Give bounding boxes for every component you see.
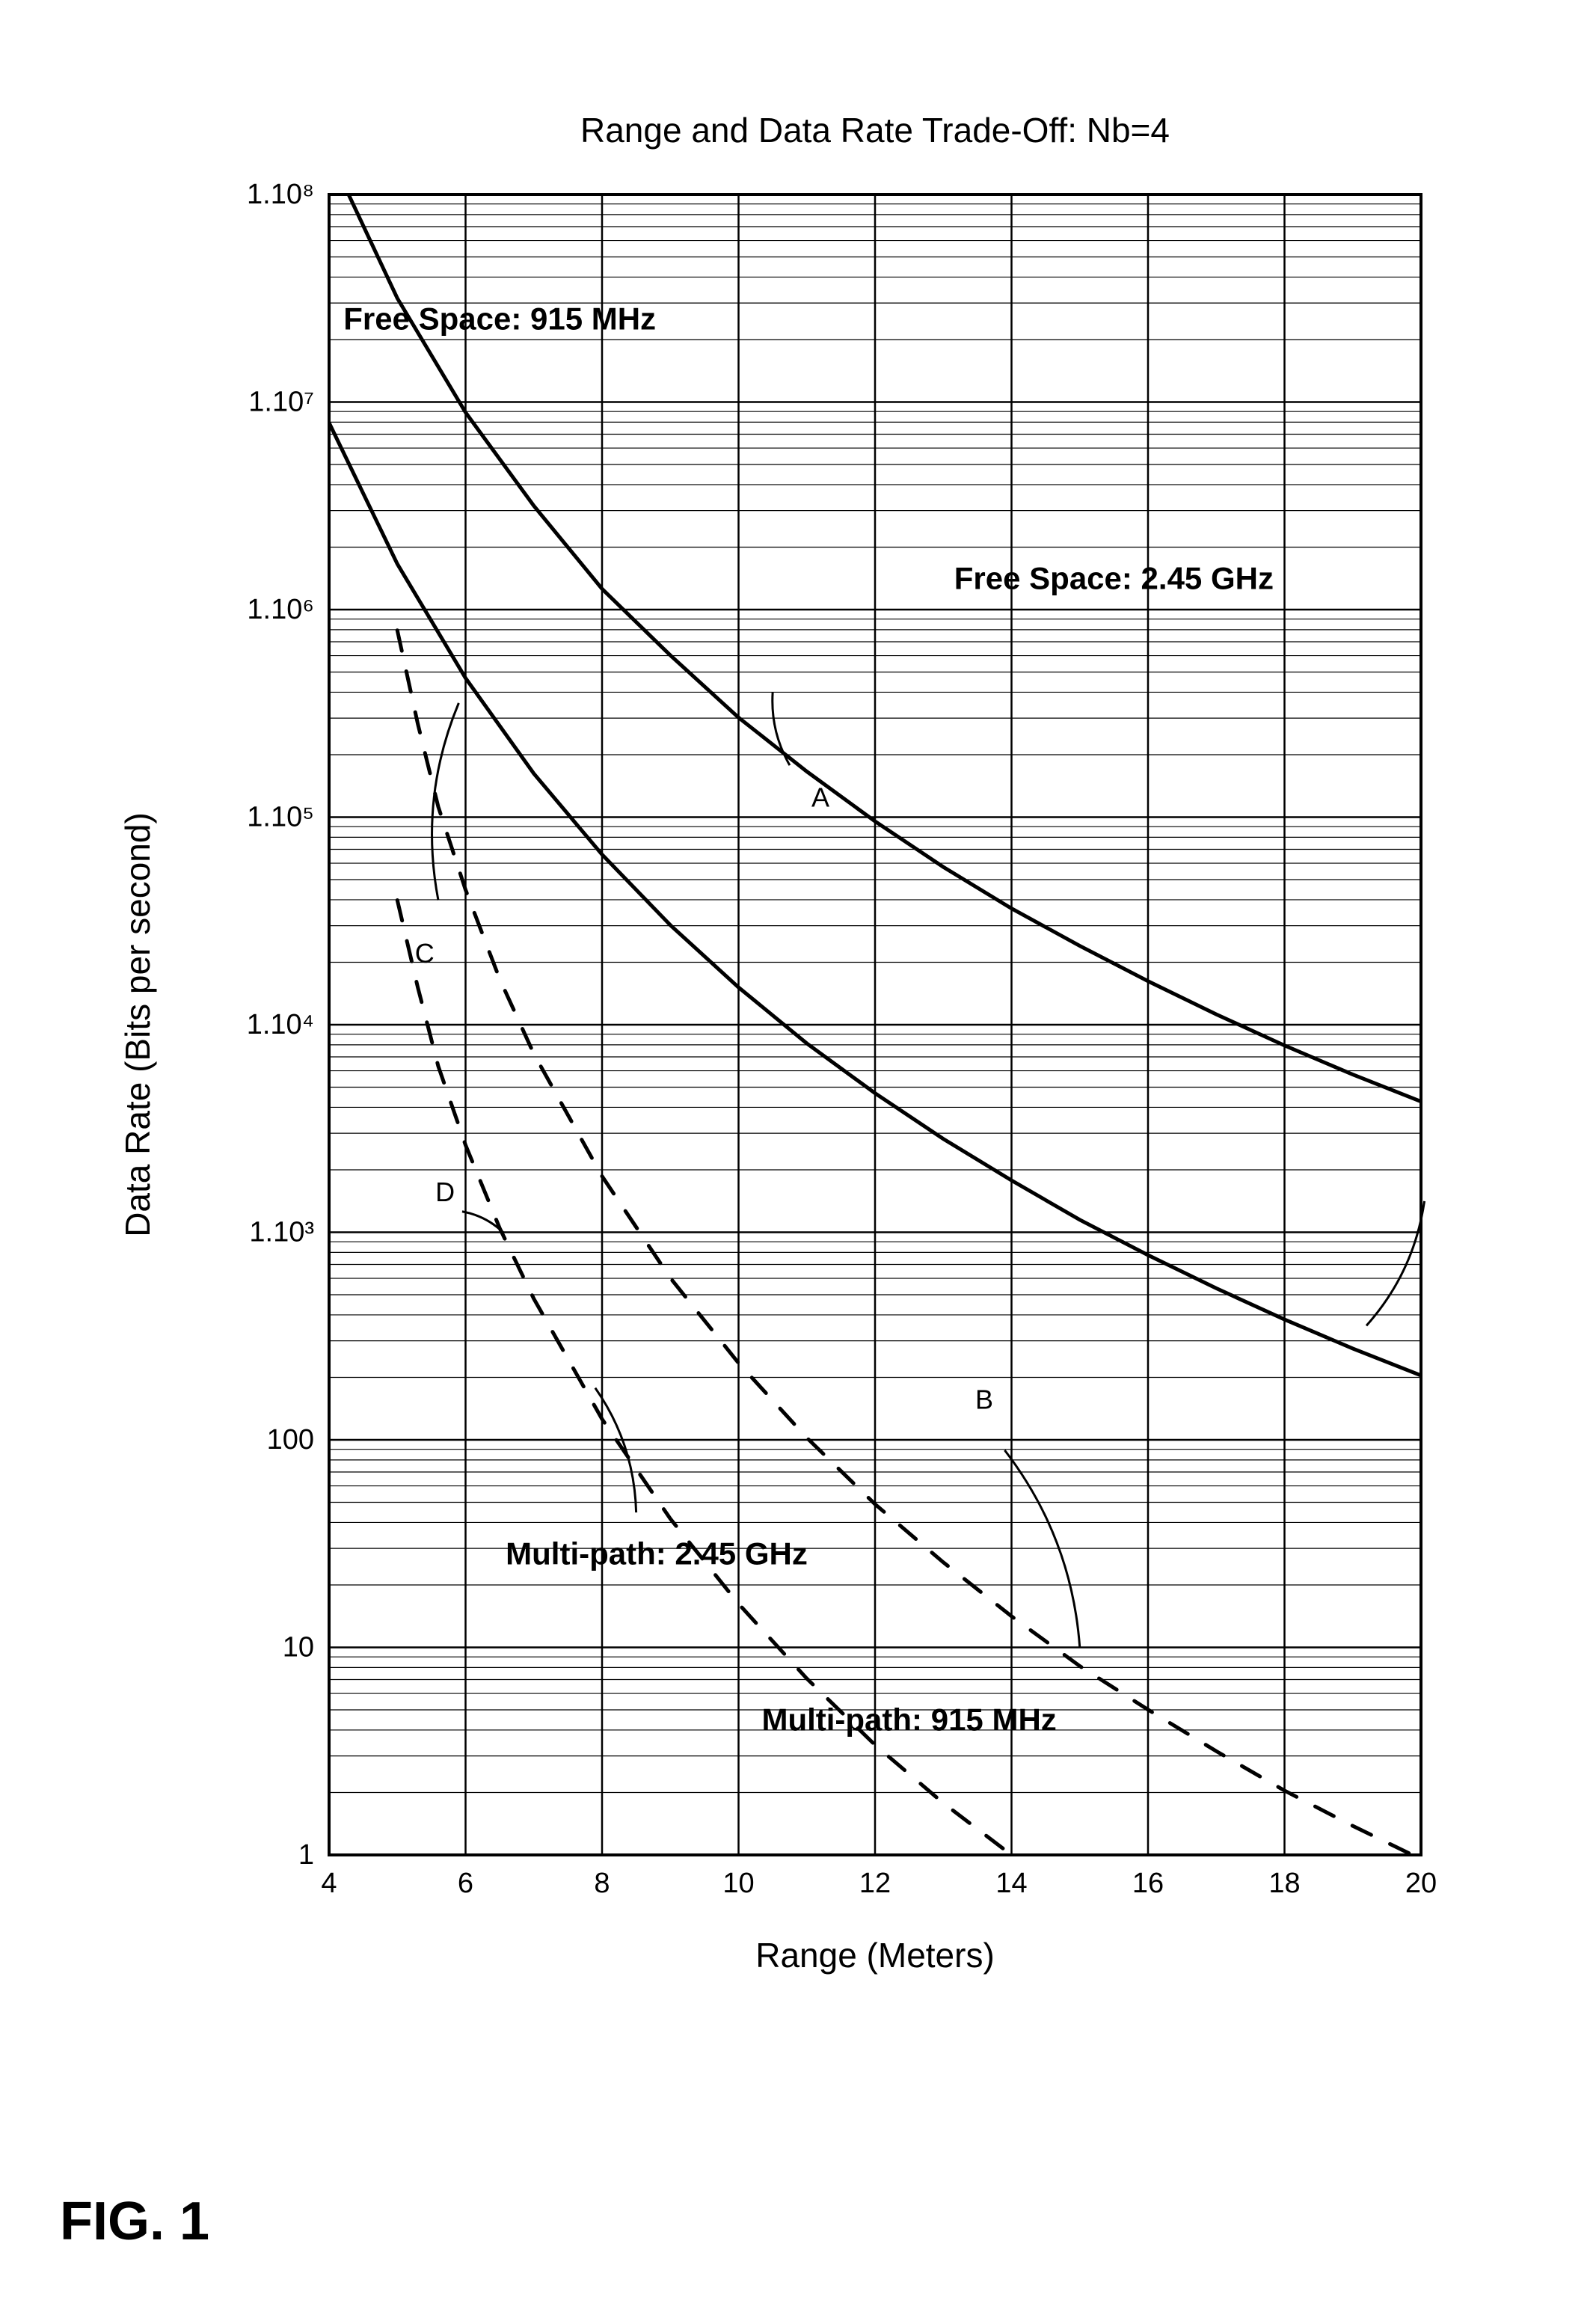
- series-label-C: Free Space: 2.45 GHz: [954, 560, 1274, 595]
- callout-B: B: [975, 1384, 993, 1414]
- ytick-label: 1.10⁸: [247, 179, 314, 210]
- xtick-label: 12: [859, 1868, 891, 1899]
- xtick-label: 8: [594, 1868, 610, 1899]
- ytick-label: 1.10⁴: [247, 1009, 314, 1040]
- xtick-label: 20: [1405, 1868, 1437, 1899]
- figure-container: 4 6 8 10 12 14 16 18 20 1 10 100 1.10³ 1.10⁴ 1.10⁵ 1.10…: [30, 30, 1566, 2267]
- series-label-A: Free Space: 915 MHz: [343, 301, 656, 336]
- ytick-label: 100: [267, 1424, 314, 1456]
- xtick-label: 18: [1268, 1868, 1300, 1899]
- figure-label: FIG. 1: [60, 2191, 209, 2252]
- series-label-D: Multi-path: 2.45 GHz: [506, 1536, 808, 1571]
- chart-svg: 4 6 8 10 12 14 16 18 20 1 10 100 1.10³ 1.10⁴ 1.10⁵ 1.10…: [90, 90, 1511, 2109]
- ytick-label: 1.10⁷: [248, 387, 314, 418]
- y-axis-label: Data Rate (Bits per second): [118, 812, 157, 1237]
- callout-D: D: [435, 1177, 455, 1207]
- ytick-label: 1: [298, 1839, 314, 1871]
- callout-A: A: [811, 782, 829, 813]
- ytick-label: 10: [283, 1632, 314, 1663]
- ytick-label: 1.10⁵: [247, 802, 314, 833]
- ytick-label: 1.10³: [249, 1217, 314, 1248]
- chart-area: 4 6 8 10 12 14 16 18 20 1 10 100 1.10³ 1.10⁴ 1.10⁵ 1.10…: [90, 90, 1511, 2109]
- x-axis-label: Range (Meters): [755, 1936, 995, 1975]
- ytick-label: 1.10⁶: [247, 594, 314, 625]
- xtick-label: 4: [321, 1868, 337, 1899]
- xtick-label: 6: [458, 1868, 473, 1899]
- series-label-B: Multi-path: 915 MHz: [761, 1702, 1056, 1738]
- xtick-label: 14: [995, 1868, 1027, 1899]
- xtick-label: 16: [1132, 1868, 1164, 1899]
- chart-title: Range and Data Rate Trade-Off: Nb=4: [580, 111, 1170, 150]
- xtick-label: 10: [722, 1868, 754, 1899]
- callout-C: C: [415, 938, 435, 969]
